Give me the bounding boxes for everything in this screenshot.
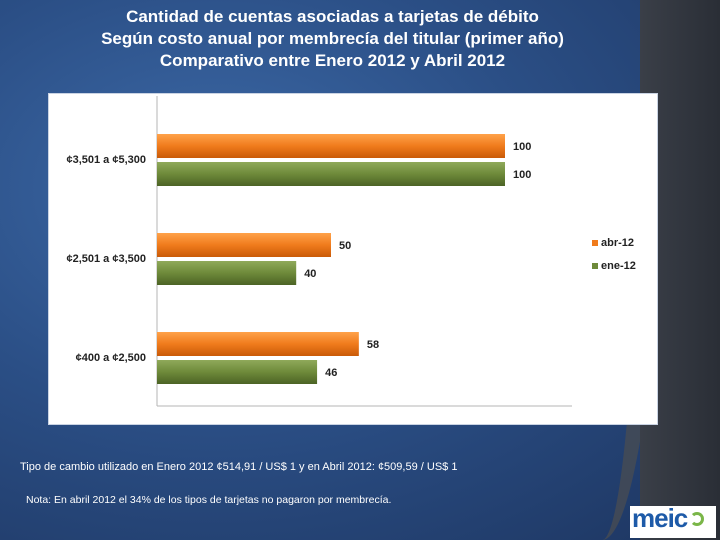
exchange-rate-note: Tipo de cambio utilizado en Enero 2012 ¢…: [20, 461, 458, 473]
slide-title: Cantidad de cuentas asociadas a tarjetas…: [0, 6, 665, 72]
legend-swatch-abr-12: [592, 240, 598, 246]
legend-label: ene-12: [601, 260, 636, 272]
data-label: 40: [304, 268, 316, 280]
bar-ene-12: [157, 360, 318, 384]
footer-note: Nota: En abril 2012 el 34% de los tipos …: [26, 494, 392, 506]
category-label: ¢400 a ¢2,500: [76, 352, 146, 364]
logo-swoosh-icon: [690, 512, 704, 526]
bar-abr-12: [157, 134, 505, 158]
bar-abr-12: [157, 332, 359, 356]
data-label: 50: [339, 240, 351, 252]
category-label: ¢3,501 a ¢5,300: [66, 154, 146, 166]
logo-text: meic: [632, 503, 688, 533]
data-label: 100: [513, 141, 531, 153]
data-label: 58: [367, 339, 379, 351]
title-line-3: Comparativo entre Enero 2012 y Abril 201…: [159, 51, 506, 70]
title-line-2: Según costo anual por membrecía del titu…: [101, 29, 564, 48]
bar-abr-12: [157, 233, 331, 257]
bar-ene-12: [157, 162, 505, 186]
meic-logo: meic: [630, 503, 716, 538]
title-line-1: Cantidad de cuentas asociadas a tarjetas…: [126, 7, 539, 26]
legend-label: abr-12: [601, 237, 634, 249]
legend-swatch-ene-12: [592, 263, 598, 269]
category-label: ¢2,501 a ¢3,500: [66, 253, 146, 265]
data-label: 46: [325, 367, 337, 379]
bar-ene-12: [157, 261, 297, 285]
data-label: 100: [513, 169, 531, 181]
